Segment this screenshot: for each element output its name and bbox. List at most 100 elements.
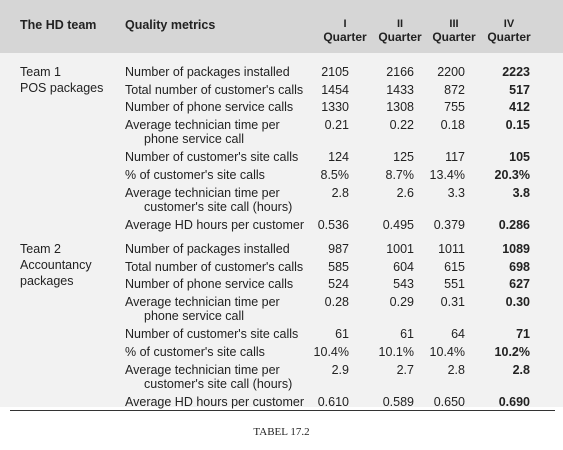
quarter-4-value: 20.3% bbox=[494, 168, 530, 182]
metric-label: Average technician time per customer's si… bbox=[125, 363, 310, 391]
metric-line: Average technician time per bbox=[125, 295, 280, 310]
metric-label: Number of packages installed bbox=[125, 65, 310, 79]
metric-label: Number of phone service calls bbox=[125, 100, 310, 114]
quarter-4-value: 698 bbox=[509, 259, 530, 274]
team-1-package: POS packages bbox=[20, 81, 104, 95]
quarter-3-value: 1011 bbox=[438, 242, 465, 256]
team-2-label: Team 2 Accountancy packages bbox=[20, 241, 120, 289]
quarter-3-value: 3.3 bbox=[447, 185, 465, 200]
metric-line-continued: phone service call bbox=[144, 132, 245, 147]
metric-label: Average HD hours per customer bbox=[125, 395, 310, 409]
quarter-4-label: Quarter bbox=[487, 30, 531, 44]
table-header bbox=[0, 0, 563, 53]
quarter-1-value: 10.4% bbox=[313, 345, 349, 359]
quarter-3-header: III Quarter bbox=[425, 18, 483, 44]
team-2-package-line2: packages bbox=[20, 274, 74, 288]
quarter-1-value: 8.5% bbox=[320, 168, 350, 182]
metric-line-continued: customer's site call (hours) bbox=[144, 376, 293, 391]
metric-line: Average technician time per bbox=[125, 185, 280, 200]
quarter-2-value: 1433 bbox=[386, 82, 414, 97]
quarter-2-value: 2166 bbox=[386, 65, 414, 79]
quarter-3-value: 551 bbox=[444, 277, 465, 292]
metric-line: % of customer's site calls bbox=[125, 345, 265, 359]
quarter-2-value: 61 bbox=[400, 327, 414, 342]
quarter-1-value: 61 bbox=[335, 327, 349, 342]
metric-label: Average HD hours per customer bbox=[125, 218, 310, 232]
quarter-4-header: IV Quarter bbox=[480, 18, 538, 44]
quarter-3-label: Quarter bbox=[432, 30, 476, 44]
metric-line: Average HD hours per customer bbox=[125, 217, 305, 232]
quarter-3-value: 615 bbox=[444, 259, 465, 274]
quarter-4-value: 0.15 bbox=[505, 118, 530, 133]
metric-line: Number of packages installed bbox=[125, 242, 290, 256]
quarter-2-value: 2.6 bbox=[396, 185, 414, 200]
metric-label: Number of customer's site calls bbox=[125, 150, 310, 164]
quarter-1-value: 2.8 bbox=[331, 185, 349, 200]
quarter-2-header: II Quarter bbox=[371, 18, 429, 44]
quarter-4-value: 2223 bbox=[502, 65, 530, 79]
quarter-1-roman: I bbox=[343, 18, 347, 30]
quarter-3-value: 64 bbox=[451, 327, 465, 342]
quarter-3-value: 10.4% bbox=[429, 345, 465, 359]
quarter-2-value: 0.22 bbox=[389, 118, 414, 133]
quarter-2-roman: II bbox=[396, 18, 404, 30]
quarter-3-value: 872 bbox=[444, 82, 465, 97]
quarter-2-value: 543 bbox=[393, 277, 414, 292]
metric-column-header: Quality metrics bbox=[125, 18, 216, 32]
metric-label: Average technician time per phone service… bbox=[125, 118, 310, 146]
quarter-1-value: 2.9 bbox=[331, 362, 349, 377]
metric-line: Average technician time per bbox=[125, 118, 280, 133]
metric-label: Number of customer's site calls bbox=[125, 327, 310, 341]
quarter-2-value: 0.589 bbox=[382, 394, 414, 409]
quarter-4-value: 2.8 bbox=[512, 362, 530, 377]
quarter-1-value: 0.610 bbox=[317, 394, 349, 409]
quarter-4-value: 627 bbox=[509, 277, 530, 292]
metric-line: Number of packages installed bbox=[125, 65, 290, 79]
metric-line-continued: phone service call bbox=[144, 309, 245, 324]
metric-label: Average technician time per phone service… bbox=[125, 295, 310, 323]
team-column-header: The HD team bbox=[20, 18, 97, 32]
quarter-3-value: 0.18 bbox=[440, 118, 465, 133]
quarter-3-value: 13.4% bbox=[429, 168, 465, 182]
quarter-1-value: 1330 bbox=[321, 100, 349, 115]
bottom-rule bbox=[10, 410, 555, 411]
metric-label: Average technician time per customer's si… bbox=[125, 186, 310, 214]
quarter-2-value: 1001 bbox=[386, 242, 414, 256]
quarter-1-value: 2105 bbox=[321, 65, 349, 79]
metric-line: Average HD hours per customer bbox=[125, 394, 305, 409]
quarter-2-value: 604 bbox=[393, 259, 414, 274]
metric-label: % of customer's site calls bbox=[125, 345, 310, 359]
quarter-1-value: 0.28 bbox=[324, 295, 349, 310]
quarter-1-value: 585 bbox=[328, 259, 349, 274]
table-panel bbox=[0, 0, 563, 407]
quarter-1-header: I Quarter bbox=[316, 18, 374, 44]
metric-line: Number of phone service calls bbox=[125, 100, 294, 115]
metric-line: Total number of customer's calls bbox=[125, 259, 304, 274]
quarter-3-value: 2.8 bbox=[447, 362, 465, 377]
quarter-2-value: 0.495 bbox=[382, 217, 414, 232]
quarter-4-roman: IV bbox=[503, 18, 515, 30]
quarter-4-value: 1089 bbox=[502, 242, 530, 256]
metric-line: % of customer's site calls bbox=[125, 168, 265, 182]
quarter-4-value: 412 bbox=[509, 100, 530, 115]
team-2-package-line1: Accountancy bbox=[20, 258, 92, 272]
quarter-2-value: 10.1% bbox=[378, 345, 414, 359]
quarter-3-value: 0.650 bbox=[433, 394, 465, 409]
team-2-name: Team 2 bbox=[20, 242, 61, 256]
metric-line: Number of phone service calls bbox=[125, 277, 294, 292]
team-1-label: Team 1 POS packages bbox=[20, 64, 120, 96]
quarter-3-value: 2200 bbox=[437, 65, 465, 79]
quarter-4-value: 71 bbox=[516, 327, 530, 342]
quarter-4-value: 105 bbox=[509, 150, 530, 165]
quarter-1-value: 1454 bbox=[321, 82, 349, 97]
quarter-1-value: 524 bbox=[328, 277, 349, 292]
quarter-1-value: 987 bbox=[328, 242, 349, 256]
quarter-2-value: 2.7 bbox=[396, 362, 414, 377]
table-caption: TABEL 17.2 bbox=[253, 426, 310, 438]
quarter-4-value: 0.30 bbox=[505, 295, 530, 310]
quarter-3-value: 0.379 bbox=[433, 217, 465, 232]
quarter-3-value: 755 bbox=[444, 100, 465, 115]
quarter-1-label: Quarter bbox=[323, 30, 367, 44]
metric-label: % of customer's site calls bbox=[125, 168, 310, 182]
metric-label: Number of phone service calls bbox=[125, 277, 310, 291]
